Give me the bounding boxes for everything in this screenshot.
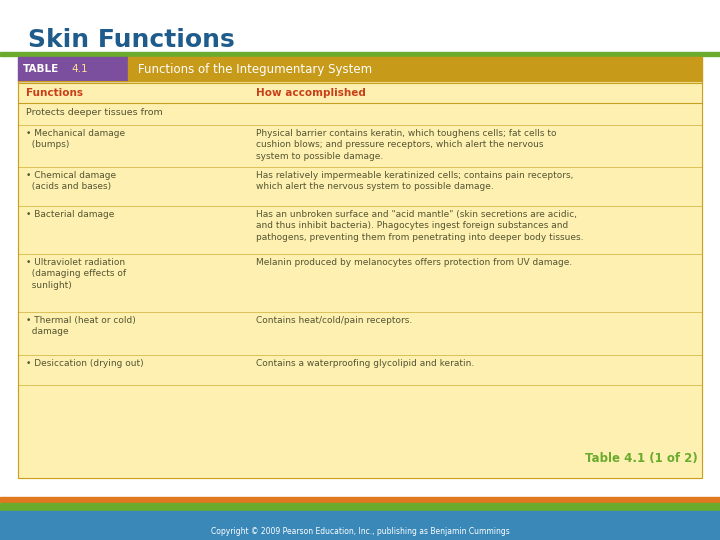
Text: 4.1: 4.1: [71, 64, 88, 74]
Bar: [0, 511, 720, 520]
Text: TABLE: TABLE: [23, 64, 59, 74]
Text: • Mechanical damage
  (bumps): • Mechanical damage (bumps): [26, 129, 125, 150]
Text: • Bacterial damage: • Bacterial damage: [26, 210, 114, 219]
Bar: [0, 521, 720, 540]
Text: • Thermal (heat or cold)
  damage: • Thermal (heat or cold) damage: [26, 316, 136, 336]
Text: Functions of the Integumentary System: Functions of the Integumentary System: [138, 63, 372, 76]
Text: • Chemical damage
  (acids and bases): • Chemical damage (acids and bases): [26, 171, 116, 192]
Text: How accomplished: How accomplished: [256, 88, 366, 98]
Text: Physical barrier contains keratin, which toughens cells; fat cells to
cushion bl: Physical barrier contains keratin, which…: [256, 129, 557, 161]
Bar: [0, 497, 720, 502]
Text: Table 4.1 (1 of 2): Table 4.1 (1 of 2): [585, 452, 698, 465]
Bar: [18, 81, 702, 478]
Text: Copyright © 2009 Pearson Education, Inc., publishing as Benjamin Cummings: Copyright © 2009 Pearson Education, Inc.…: [211, 526, 509, 536]
Text: Melanin produced by melanocytes offers protection from UV damage.: Melanin produced by melanocytes offers p…: [256, 258, 572, 267]
Text: Contains a waterproofing glycolipid and keratin.: Contains a waterproofing glycolipid and …: [256, 359, 474, 368]
Text: Has relatively impermeable keratinized cells; contains pain receptors,
which ale: Has relatively impermeable keratinized c…: [256, 171, 573, 192]
Bar: [18, 57, 128, 81]
Text: Skin Functions: Skin Functions: [28, 28, 235, 52]
Text: • Ultraviolet radiation
  (damaging effects of
  sunlight): • Ultraviolet radiation (damaging effect…: [26, 258, 126, 290]
Bar: [128, 57, 702, 81]
Text: Contains heat/cold/pain receptors.: Contains heat/cold/pain receptors.: [256, 316, 413, 325]
Bar: [18, 81, 702, 478]
Text: • Desiccation (drying out): • Desiccation (drying out): [26, 359, 143, 368]
Text: Protects deeper tissues from: Protects deeper tissues from: [26, 108, 163, 117]
Bar: [0, 52, 720, 56]
Bar: [0, 503, 720, 510]
Text: Has an unbroken surface and "acid mantle" (skin secretions are acidic,
and thus : Has an unbroken surface and "acid mantle…: [256, 210, 583, 242]
Text: Functions: Functions: [26, 88, 83, 98]
